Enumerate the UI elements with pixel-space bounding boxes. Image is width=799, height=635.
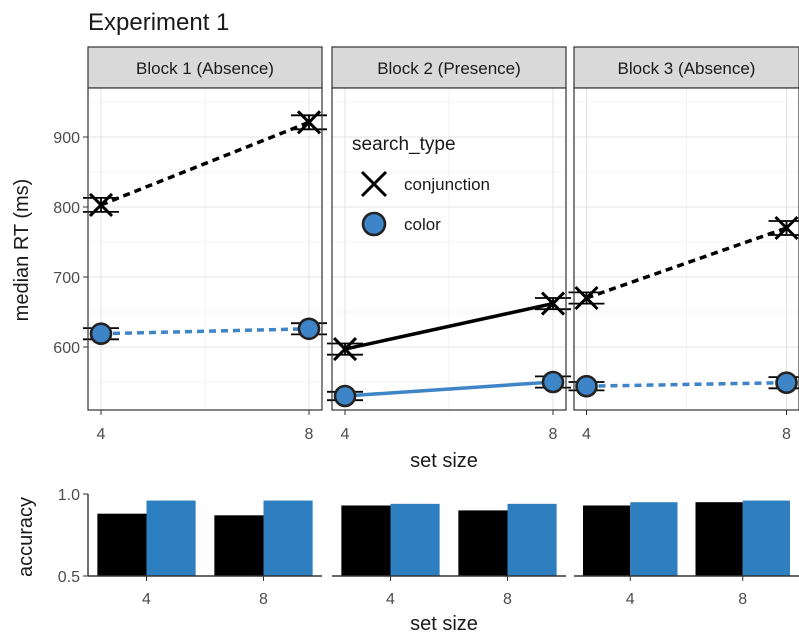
accuracy-bar [263,500,313,576]
x-tick-label: 4 [582,426,591,443]
accuracy-bar [507,503,557,576]
data-point-x [774,215,799,241]
accuracy-panels: 4 80.51.04 8 4 8 [58,487,799,608]
data-point-circle [775,371,798,395]
facet-strip-label: Block 1 (Absence) [136,59,274,78]
series-line [100,327,310,336]
x-tick-label: 4 [142,591,151,608]
facet-strip [331,46,567,89]
legend: search_type conjunction color [352,134,490,237]
series-line [586,380,787,388]
legend-label: conjunction [404,175,490,194]
facet-strip [573,46,799,89]
marker-stroke [774,215,799,241]
data-point-circle [89,322,113,346]
data-point-x [332,337,358,362]
accuracy-bar [97,513,147,576]
marker-stroke [296,110,322,135]
panel-border [331,87,567,411]
x-tick-label: 8 [503,591,512,608]
x-tick-label: 8 [259,591,268,608]
accuracy-bar [695,502,743,576]
data-point-circle [541,370,565,394]
panel-border [573,87,799,411]
rt-panels: Block 1 (Absence) 4 8 600 700 800 900 Block 2 (… [53,46,799,443]
accuracy-bar [341,505,391,576]
y-tick-label: 1.0 [58,487,80,504]
accuracy-bar [214,515,264,576]
data-point-x [88,192,114,217]
x-tick-label: 4 [386,591,395,608]
marker-stroke [540,291,566,316]
accuracy-bar [583,505,631,576]
data-point-circle [575,374,598,398]
rt-y-axis-label: median RT (ms) [11,179,33,322]
series-line [344,301,554,351]
y-tick-label: 700 [53,270,80,287]
x-tick-label: 8 [305,426,314,443]
data-point-circle [333,384,357,408]
data-point-x [574,285,599,311]
accuracy-bar [390,503,440,576]
rt-panel: Block 3 (Absence) 4 8 [568,46,799,443]
rt-x-axis-label: set size [410,450,478,472]
series-line [344,380,554,398]
legend-key-x [360,170,388,198]
rt-panel: Block 2 (Presence) 4 8 [327,46,571,443]
accuracy-bar [146,500,196,576]
x-tick-label: 8 [549,426,558,443]
x-tick-label: 4 [97,426,106,443]
legend-title: search_type [352,134,456,155]
y-tick-label: 800 [53,200,80,217]
legend-label: color [404,215,441,234]
y-tick-label: 0.5 [58,569,80,586]
facet-strip-label: Block 2 (Presence) [377,59,521,78]
data-point-x [296,110,322,135]
x-tick-label: 8 [782,426,791,443]
y-tick-label: 600 [53,340,80,357]
figure-title: Experiment 1 [88,9,229,36]
data-point-circle [297,317,321,341]
accuracy-bar [458,510,508,576]
x-tick-label: 4 [341,426,350,443]
marker-stroke [574,285,599,311]
legend-key-circle [361,211,387,237]
accuracy-bar [742,500,790,576]
series-line [100,120,310,207]
facet-strip-label: Block 3 (Absence) [618,59,756,78]
x-tick-label: 4 [626,591,635,608]
marker-stroke [332,337,358,362]
data-point-x [540,291,566,316]
facet-strip [87,46,323,89]
marker-stroke [88,192,114,217]
accuracy-y-axis-label: accuracy [15,497,37,577]
x-tick-label: 8 [738,591,747,608]
accuracy-bar [630,502,678,576]
y-tick-label: 900 [53,130,80,147]
rt-panel: Block 1 (Absence) 4 8 600 700 800 900 [53,46,327,443]
marker-stroke [360,170,388,198]
panel-border [87,87,323,411]
accuracy-panel: 4 8 0.5 1.0 [58,487,322,608]
accuracy-x-axis-label: set size [410,613,478,635]
